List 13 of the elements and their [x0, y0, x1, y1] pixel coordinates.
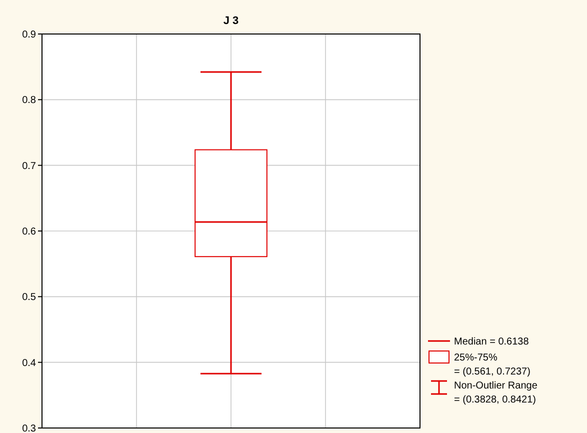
y-tick-label: 0.6 [22, 226, 36, 238]
text: Median = 0.6138 [454, 336, 530, 348]
text: = (0.3828, 0.8421) [454, 394, 536, 406]
y-tick-label: 0.7 [22, 160, 36, 172]
text: Non-Outlier Range [454, 380, 538, 392]
y-tick-label: 0.3 [22, 424, 36, 433]
text: 25%-75% [454, 352, 498, 364]
y-tick-label: 0.8 [22, 95, 36, 106]
text: = (0.561, 0.7237) [454, 366, 530, 378]
y-tick-label: 0.5 [22, 292, 36, 304]
chart-title: J 3 [223, 15, 239, 27]
y-tick-label: 0.9 [22, 30, 36, 40]
y-tick-label: 0.4 [22, 358, 36, 369]
